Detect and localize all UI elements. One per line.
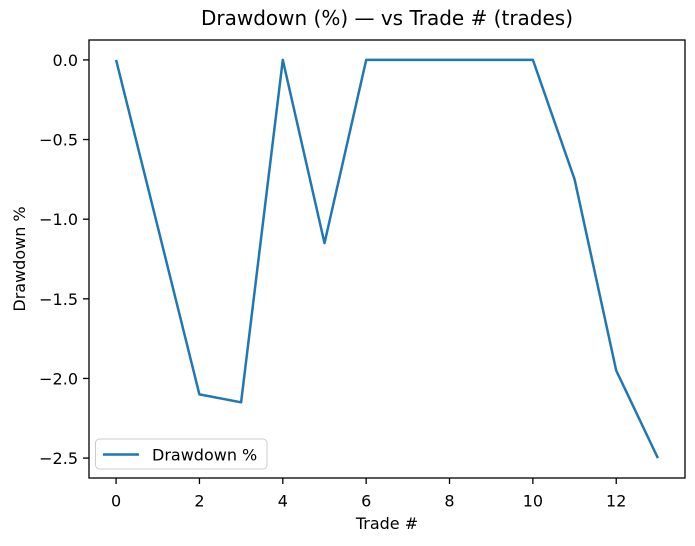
x-tick-label: 12 [606,492,626,511]
legend-box [95,438,268,470]
x-tick-label: 6 [361,492,371,511]
y-tick-label: −2.0 [39,369,78,388]
y-axis-ticks: 0.0 −0.5 −1.0 −1.5 −2.0 −2.5 [39,51,89,468]
y-tick-label: −0.5 [39,131,78,150]
legend: Drawdown % [95,438,268,470]
x-tick-label: 8 [444,492,454,511]
plot-area-border [88,39,686,479]
x-tick-label: 2 [194,492,204,511]
legend-label: Drawdown % [152,446,257,465]
y-tick-label: −1.0 [39,210,78,229]
y-tick-label: −2.5 [39,449,78,468]
chart-title: Drawdown (%) — vs Trade # (trades) [201,6,573,30]
y-tick-label: −1.5 [39,290,78,309]
x-tick-label: 0 [111,492,121,511]
x-tick-label: 10 [523,492,543,511]
y-tick-label: 0.0 [53,51,78,70]
x-axis-label: Trade # [355,514,418,533]
drawdown-line-series [114,58,660,459]
x-axis-ticks: 0 2 4 6 8 10 12 [111,478,626,511]
y-axis-label: Drawdown % [10,206,29,311]
x-tick-label: 4 [278,492,288,511]
